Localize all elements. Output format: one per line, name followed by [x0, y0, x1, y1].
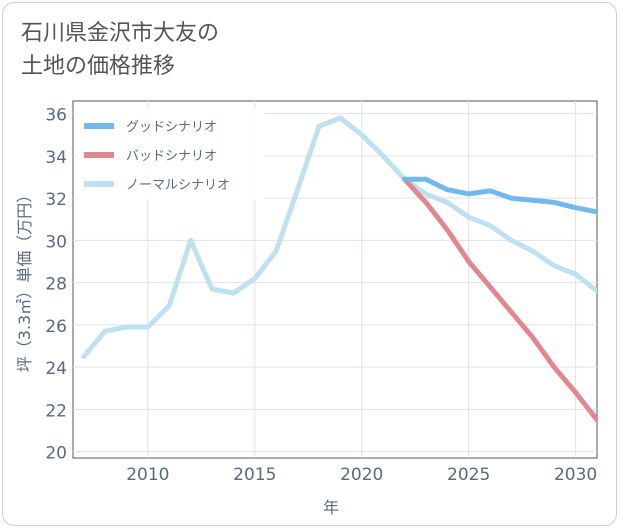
x-tick-label: 2010: [126, 465, 169, 485]
chart-title-line-2: 土地の価格推移: [21, 54, 176, 79]
chart-title-line-1: 石川県金沢市大友の: [21, 21, 220, 46]
y-tick-label: 34: [45, 148, 67, 168]
chart-title: 石川県金沢市大友の 土地の価格推移: [21, 17, 219, 83]
legend-label-1: グッドシナリオ: [126, 120, 217, 135]
series-line-1: [402, 176, 597, 215]
series-line-2: [402, 176, 597, 423]
y-tick-label: 30: [45, 232, 67, 252]
y-tick-label: 36: [45, 106, 67, 126]
y-tick-label: 26: [45, 317, 67, 337]
legend-label-3: ノーマルシナリオ: [126, 178, 230, 193]
y-tick-label: 32: [45, 190, 67, 210]
x-tick-label: 2015: [233, 465, 276, 485]
legend-label-2: バッドシナリオ: [126, 149, 217, 164]
y-tick-label: 20: [45, 444, 67, 464]
series-group: [81, 115, 597, 423]
y-axis-title: 坪（3.3㎡）単価（万円）: [15, 187, 34, 372]
series-line-3: [81, 115, 597, 360]
x-axis-title: 年: [323, 498, 339, 517]
y-tick-label: 24: [45, 359, 67, 379]
x-tick-label: 2030: [554, 465, 597, 485]
y-tick-label: 28: [45, 275, 67, 295]
x-tick-label: 2020: [340, 465, 383, 485]
x-tick-label: 2025: [447, 465, 490, 485]
y-tick-label: 22: [45, 401, 67, 421]
